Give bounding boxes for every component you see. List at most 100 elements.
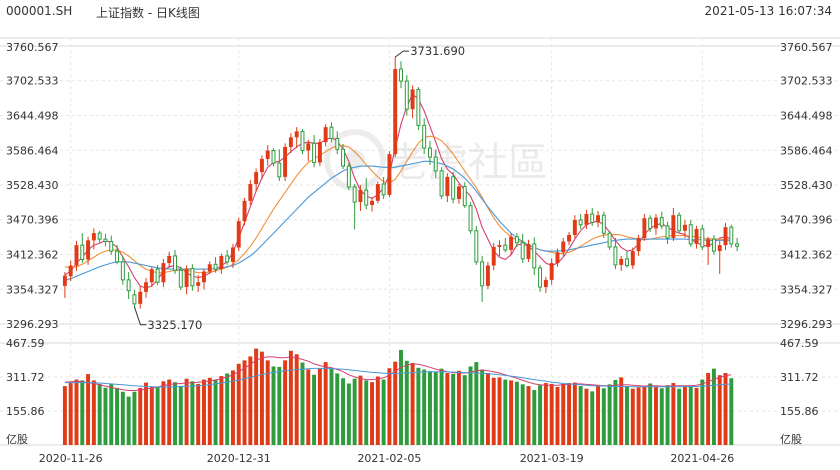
volume-ma-long-line xyxy=(64,367,732,388)
candle-body xyxy=(706,239,711,247)
volume-bar xyxy=(207,377,212,445)
candle-body xyxy=(451,176,456,200)
price-tick-label-left: 3470.396 xyxy=(6,214,59,227)
candle-body xyxy=(480,261,485,287)
candle-up xyxy=(642,213,647,241)
candle-up xyxy=(694,225,699,249)
candle-body xyxy=(468,205,473,232)
volume-bar xyxy=(723,373,728,445)
candle-body xyxy=(665,225,670,239)
candle-up xyxy=(393,57,398,158)
candle-down xyxy=(468,202,473,234)
candle-down xyxy=(428,140,432,165)
candle-body xyxy=(428,147,432,158)
candle-body xyxy=(213,263,218,270)
volume-tick-label-left: 155.86 xyxy=(6,405,45,418)
candle-up xyxy=(485,261,490,289)
candle-body xyxy=(393,69,398,155)
volume-bar xyxy=(613,379,618,445)
candle-body xyxy=(178,269,183,288)
candle-up xyxy=(497,240,502,256)
candle-down xyxy=(700,224,705,250)
volume-bar xyxy=(538,385,543,445)
candle-body xyxy=(688,224,693,245)
candle-up xyxy=(294,127,299,149)
candle-up xyxy=(219,253,224,274)
volume-bar xyxy=(607,384,612,445)
candle-down xyxy=(277,149,282,182)
candle-body xyxy=(491,246,496,266)
candle-up xyxy=(509,233,514,255)
candle-body xyxy=(68,265,73,277)
volume-tick-label-left: 467.59 xyxy=(6,337,45,350)
volume-tick-label-left: 311.72 xyxy=(6,371,45,384)
candle-down xyxy=(97,230,102,243)
volume-bar xyxy=(254,348,259,445)
volume-ma-short-line xyxy=(64,356,732,391)
candle-body xyxy=(399,68,403,82)
candle-down xyxy=(335,131,340,155)
candle-up xyxy=(387,151,392,198)
candle-down xyxy=(677,212,682,234)
timestamp: 2021-05-13 16:07:34 xyxy=(704,4,832,18)
candle-up xyxy=(207,261,212,274)
candle-up xyxy=(74,240,79,271)
candle-body xyxy=(312,142,317,164)
candle-body xyxy=(538,267,543,288)
volume-bar xyxy=(312,374,317,445)
candle-up xyxy=(196,275,201,292)
candle-up xyxy=(230,243,235,268)
volume-bar xyxy=(671,383,676,445)
candle-body xyxy=(161,263,166,283)
volume-bar xyxy=(433,372,438,445)
candle-body xyxy=(648,217,653,229)
candle-down xyxy=(538,264,543,292)
candle-body xyxy=(422,124,427,149)
candle-up xyxy=(596,211,600,228)
candle-down xyxy=(480,255,485,303)
volume-bar xyxy=(178,386,183,445)
candle-body xyxy=(103,238,108,243)
volume-bar xyxy=(416,367,421,445)
volume-bar xyxy=(161,381,166,445)
price-tick-label-right: 3528.430 xyxy=(780,179,833,192)
candle-down xyxy=(300,128,305,155)
volume-bar xyxy=(567,383,572,445)
volume-bar xyxy=(625,386,629,445)
candle-down xyxy=(613,237,618,270)
candle-body xyxy=(717,245,722,252)
low-annotation-leader xyxy=(133,306,147,326)
volume-bar xyxy=(167,379,172,445)
candle-up xyxy=(619,255,624,271)
volume-bar xyxy=(109,383,114,445)
candle-body xyxy=(190,267,195,287)
volume-bar xyxy=(173,382,177,445)
candle-up xyxy=(584,209,589,229)
candle-up xyxy=(491,242,496,271)
candle-up xyxy=(671,208,676,241)
candle-down xyxy=(648,215,653,232)
candle-body xyxy=(288,137,293,147)
candle-body xyxy=(259,158,264,173)
volume-bar xyxy=(439,368,444,445)
volume-bar xyxy=(265,360,270,445)
candle-up xyxy=(636,234,641,256)
candle-down xyxy=(80,233,85,264)
volume-ma-lines xyxy=(64,356,732,391)
candle-up xyxy=(543,276,548,294)
volume-bar xyxy=(520,384,525,445)
candle-up xyxy=(630,247,635,270)
volume-bar xyxy=(144,382,148,445)
candle-up xyxy=(144,278,148,298)
volume-bar xyxy=(236,363,241,445)
volume-bar xyxy=(213,379,218,445)
candle-down xyxy=(711,234,716,255)
candle-body xyxy=(167,255,172,264)
header-bar: 000001.SH 上证指数 - 日K线图 2021-05-13 16:07:3… xyxy=(0,0,840,22)
candle-down xyxy=(578,213,583,229)
volume-bar xyxy=(399,349,403,445)
volume-bar xyxy=(323,362,328,445)
candle-body xyxy=(236,221,241,248)
price-tick-label-right: 3296.293 xyxy=(780,318,833,331)
low-annotation-label: 3325.170 xyxy=(147,318,202,332)
